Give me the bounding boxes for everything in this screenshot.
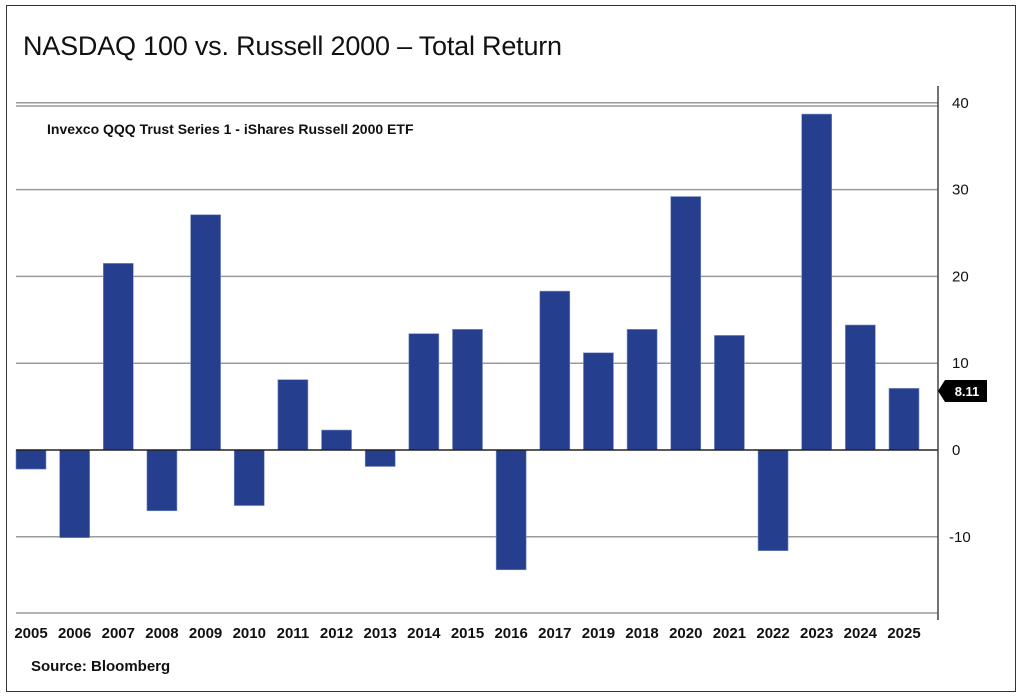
bar-2011 bbox=[277, 379, 309, 451]
x-tick-label: 2015 bbox=[451, 625, 484, 642]
x-tick-label: 2014 bbox=[407, 625, 441, 642]
x-tick-label: 2007 bbox=[102, 625, 135, 642]
bar-2020 bbox=[670, 196, 702, 451]
source-note: Source: Bloomberg bbox=[31, 658, 171, 675]
bar-2025 bbox=[888, 388, 920, 451]
bar-2010 bbox=[233, 449, 265, 506]
x-tick-label: 2013 bbox=[364, 625, 397, 642]
callout-tag-shape bbox=[938, 380, 987, 402]
x-tick-label: 2023 bbox=[800, 625, 833, 642]
x-tick-label: 2022 bbox=[756, 625, 789, 642]
last-value-callout: 8.11 bbox=[938, 380, 987, 402]
x-tick-label: 2025 bbox=[887, 625, 920, 642]
bar-2005 bbox=[15, 449, 47, 470]
y-tick-label: 0 bbox=[952, 442, 960, 459]
bar-2014 bbox=[408, 333, 440, 451]
chart-title: NASDAQ 100 vs. Russell 2000 – Total Retu… bbox=[23, 31, 562, 61]
bars bbox=[15, 113, 920, 571]
y-tick-label: 40 bbox=[952, 95, 969, 112]
x-tick-label: 2024 bbox=[844, 625, 878, 642]
x-tick-label: 2006 bbox=[58, 625, 91, 642]
bar-2019 bbox=[583, 352, 614, 451]
bar-2022 bbox=[757, 449, 789, 551]
bar-2015 bbox=[452, 329, 483, 451]
x-tick-label: 2016 bbox=[494, 625, 527, 642]
x-tick-label: 2008 bbox=[145, 625, 178, 642]
callout-value: 8.11 bbox=[955, 384, 980, 399]
y-tick-label: 20 bbox=[952, 268, 969, 285]
x-tick-label: 2018 bbox=[625, 625, 658, 642]
y-tick-label: 30 bbox=[952, 182, 969, 199]
x-tick-label: 2011 bbox=[277, 625, 310, 642]
x-tick-label: 2009 bbox=[189, 625, 222, 642]
bar-2007 bbox=[103, 263, 134, 451]
x-tick-label: 2005 bbox=[14, 625, 47, 642]
x-tick-label: 2021 bbox=[713, 625, 746, 642]
x-tick-label: 2020 bbox=[669, 625, 702, 642]
bar-2016 bbox=[495, 449, 527, 571]
bar-2021 bbox=[714, 335, 745, 451]
bar-2018 bbox=[626, 329, 658, 451]
chart-subtitle: Invexco QQQ Trust Series 1 - iShares Rus… bbox=[47, 121, 414, 137]
x-tick-label: 2010 bbox=[233, 625, 266, 642]
bar-2023 bbox=[801, 113, 833, 451]
bar-2008 bbox=[146, 449, 178, 512]
y-tick-label: -10 bbox=[949, 529, 971, 546]
bar-2006 bbox=[59, 449, 90, 538]
y-axis-ticks: 40 30 20 10 0 -10 bbox=[949, 95, 971, 546]
x-tick-label: 2017 bbox=[538, 625, 571, 642]
x-tick-label: 2012 bbox=[320, 625, 353, 642]
bar-2009 bbox=[190, 214, 221, 451]
chart-frame bbox=[6, 5, 1016, 692]
gridlines bbox=[16, 102, 938, 614]
bar-2024 bbox=[845, 324, 876, 451]
x-axis-ticks: 2005 2006 2007 2008 2009 2010 2011 2012 2013 2014… bbox=[14, 625, 920, 642]
x-tick-label: 2019 bbox=[582, 625, 615, 642]
bar-2013 bbox=[364, 449, 396, 467]
bar-2017 bbox=[539, 290, 571, 451]
y-tick-label: 10 bbox=[952, 355, 969, 372]
bar-2012 bbox=[321, 429, 352, 451]
